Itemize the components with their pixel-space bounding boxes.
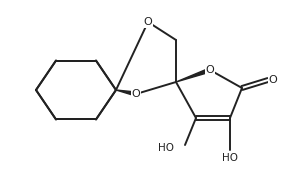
Text: O: O	[269, 75, 277, 85]
Polygon shape	[176, 68, 211, 82]
Text: O: O	[144, 17, 152, 27]
Text: HO: HO	[158, 143, 174, 153]
Text: O: O	[132, 89, 140, 99]
Text: O: O	[206, 65, 214, 75]
Polygon shape	[116, 90, 137, 96]
Text: HO: HO	[222, 153, 238, 163]
